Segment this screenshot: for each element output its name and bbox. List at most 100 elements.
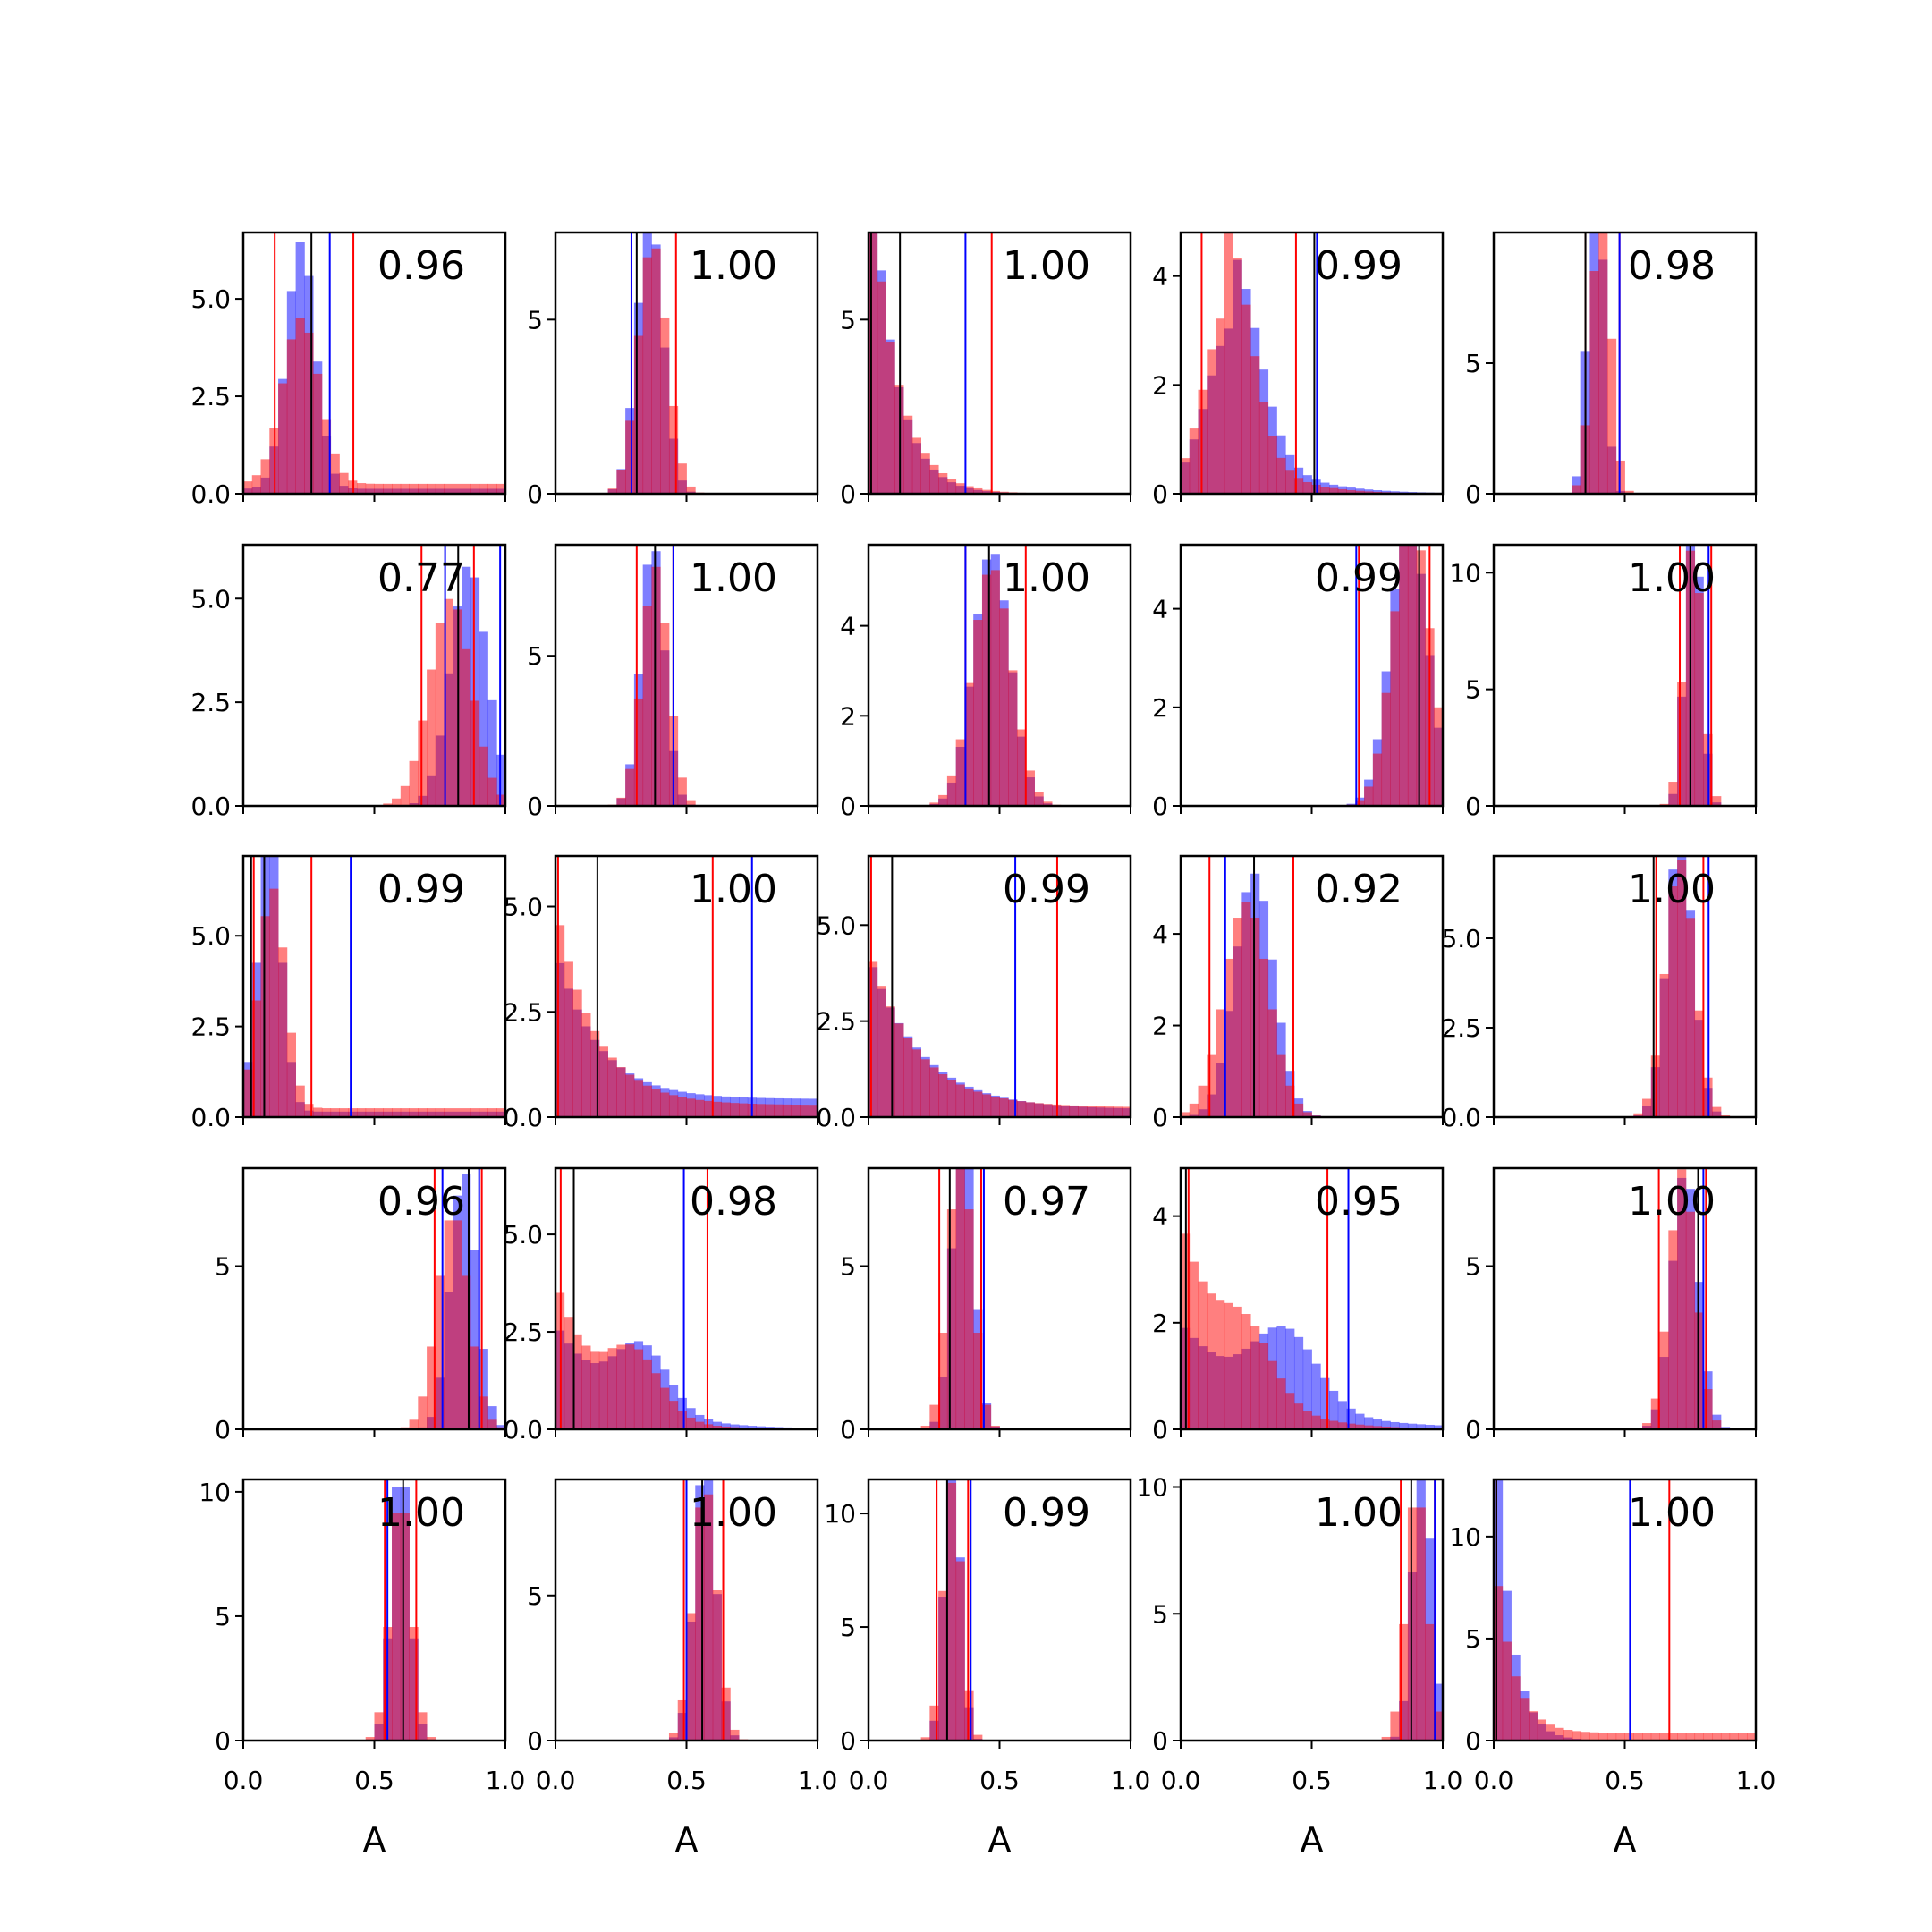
y-tick-label: 2 (840, 701, 856, 731)
red-bar (955, 1084, 965, 1117)
y-tick-label: 5 (527, 641, 543, 671)
panel-22: 0 5 0.0 0.5 1.0 A 1.00 (527, 1478, 838, 1860)
red-bar (1606, 1733, 1617, 1741)
red-bar (1407, 545, 1418, 806)
red-bar (1337, 1422, 1347, 1429)
red-bar (418, 720, 428, 806)
red-bar (946, 1080, 957, 1117)
panel-plot-area (903, 545, 1088, 806)
red-bar (427, 1346, 436, 1429)
blue-bar (487, 1406, 497, 1429)
y-tick-label: 2.5 (191, 688, 231, 717)
red-bar (990, 570, 1000, 806)
y-tick-label: 5 (1465, 1252, 1481, 1282)
panel-8: 0 2 4 1.00 (840, 543, 1132, 821)
red-bar (313, 1107, 323, 1117)
y-tick-label: 0 (1152, 1726, 1168, 1756)
panel-plot-area (348, 1479, 453, 1741)
panel-annotation: 0.99 (1315, 243, 1402, 289)
red-bar (1189, 1103, 1199, 1117)
red-bar (330, 1108, 340, 1117)
red-bar (660, 1387, 670, 1429)
panel-3: 051.00 (840, 231, 1132, 509)
red-bar (1555, 1727, 1564, 1741)
red-bar (409, 1627, 419, 1741)
red-bar (1250, 356, 1260, 494)
red-bar (444, 483, 453, 494)
y-tick-label: 5 (840, 305, 856, 335)
red-bar (1703, 1389, 1713, 1429)
x-axis-label: A (1614, 1820, 1637, 1860)
y-tick-label: 0 (527, 479, 543, 509)
red-bar (1712, 1106, 1722, 1117)
red-bar (1364, 1425, 1374, 1429)
red-bar (269, 888, 279, 1117)
panel-15: 0.0 2.5 5.0 1.00 (1441, 854, 1758, 1132)
panel-plot-area (911, 1479, 1000, 1741)
red-bar (651, 248, 661, 494)
panel-frame (867, 1478, 1132, 1742)
red-bar (1399, 545, 1409, 806)
red-bar (973, 1333, 983, 1429)
blue-bar (1434, 1425, 1443, 1429)
red-bar (1078, 1106, 1088, 1117)
panel-frame (1492, 231, 1758, 496)
x-tick-label: 1.0 (1423, 1766, 1463, 1795)
red-bar (1598, 1733, 1608, 1741)
panel-4: 0 2 4 0.99 (1152, 231, 1445, 509)
red-bar (418, 1396, 428, 1429)
y-tick-label: 5.0 (816, 911, 856, 940)
blue-bar (747, 1426, 758, 1429)
red-bar (1276, 457, 1286, 494)
red-bar (774, 1104, 784, 1117)
red-bar (1685, 918, 1696, 1117)
panel-annotation: 0.98 (1628, 243, 1716, 289)
red-bar (1668, 1230, 1678, 1429)
red-bar (487, 483, 497, 494)
red-bar (712, 1101, 722, 1117)
y-tick-label: 0 (1152, 1103, 1168, 1132)
x-tick-label: 0.0 (1161, 1766, 1201, 1795)
blue-bar (1425, 1424, 1435, 1429)
red-bar (330, 453, 340, 494)
red-bar (920, 1425, 930, 1429)
red-bar (286, 339, 296, 494)
y-tick-label: 10 (199, 1478, 231, 1507)
red-bar (903, 1038, 913, 1117)
red-bar (1181, 458, 1191, 494)
red-bar (286, 1032, 296, 1117)
red-bar (1258, 958, 1269, 1117)
red-bar (278, 947, 288, 1117)
red-bar (348, 1108, 358, 1117)
panel-annotation: 1.00 (1003, 243, 1090, 289)
red-bar (765, 1104, 775, 1117)
red-bar (392, 1108, 402, 1117)
red-bar (496, 483, 505, 494)
blue-bar (496, 1425, 505, 1429)
red-bar (938, 1074, 948, 1117)
red-bar (487, 1419, 497, 1429)
red-bar (920, 1737, 930, 1741)
panel-2: 051.00 (527, 231, 819, 509)
blue-bar (1329, 1390, 1339, 1429)
red-bar (1390, 1711, 1400, 1741)
red-bar (1216, 1009, 1225, 1117)
red-bar (1529, 1711, 1538, 1741)
x-tick-label: 1.0 (798, 1766, 838, 1795)
panel-annotation: 1.00 (1628, 1179, 1716, 1224)
red-bar (1364, 491, 1374, 494)
red-bar (572, 989, 582, 1117)
red-bar (955, 739, 965, 806)
red-bar (1207, 1293, 1216, 1429)
red-bar (1381, 1426, 1391, 1429)
blue-bar (721, 1423, 731, 1429)
red-bar (470, 700, 480, 806)
red-bar (435, 483, 445, 494)
red-bar (365, 483, 375, 494)
panel-frame (554, 543, 819, 808)
red-bar (444, 1220, 453, 1429)
red-bar (642, 257, 652, 494)
panel-plot-area (869, 856, 1131, 1117)
red-bar (756, 1104, 766, 1117)
panel-10: 0 5 10 1.00 (1449, 543, 1758, 821)
